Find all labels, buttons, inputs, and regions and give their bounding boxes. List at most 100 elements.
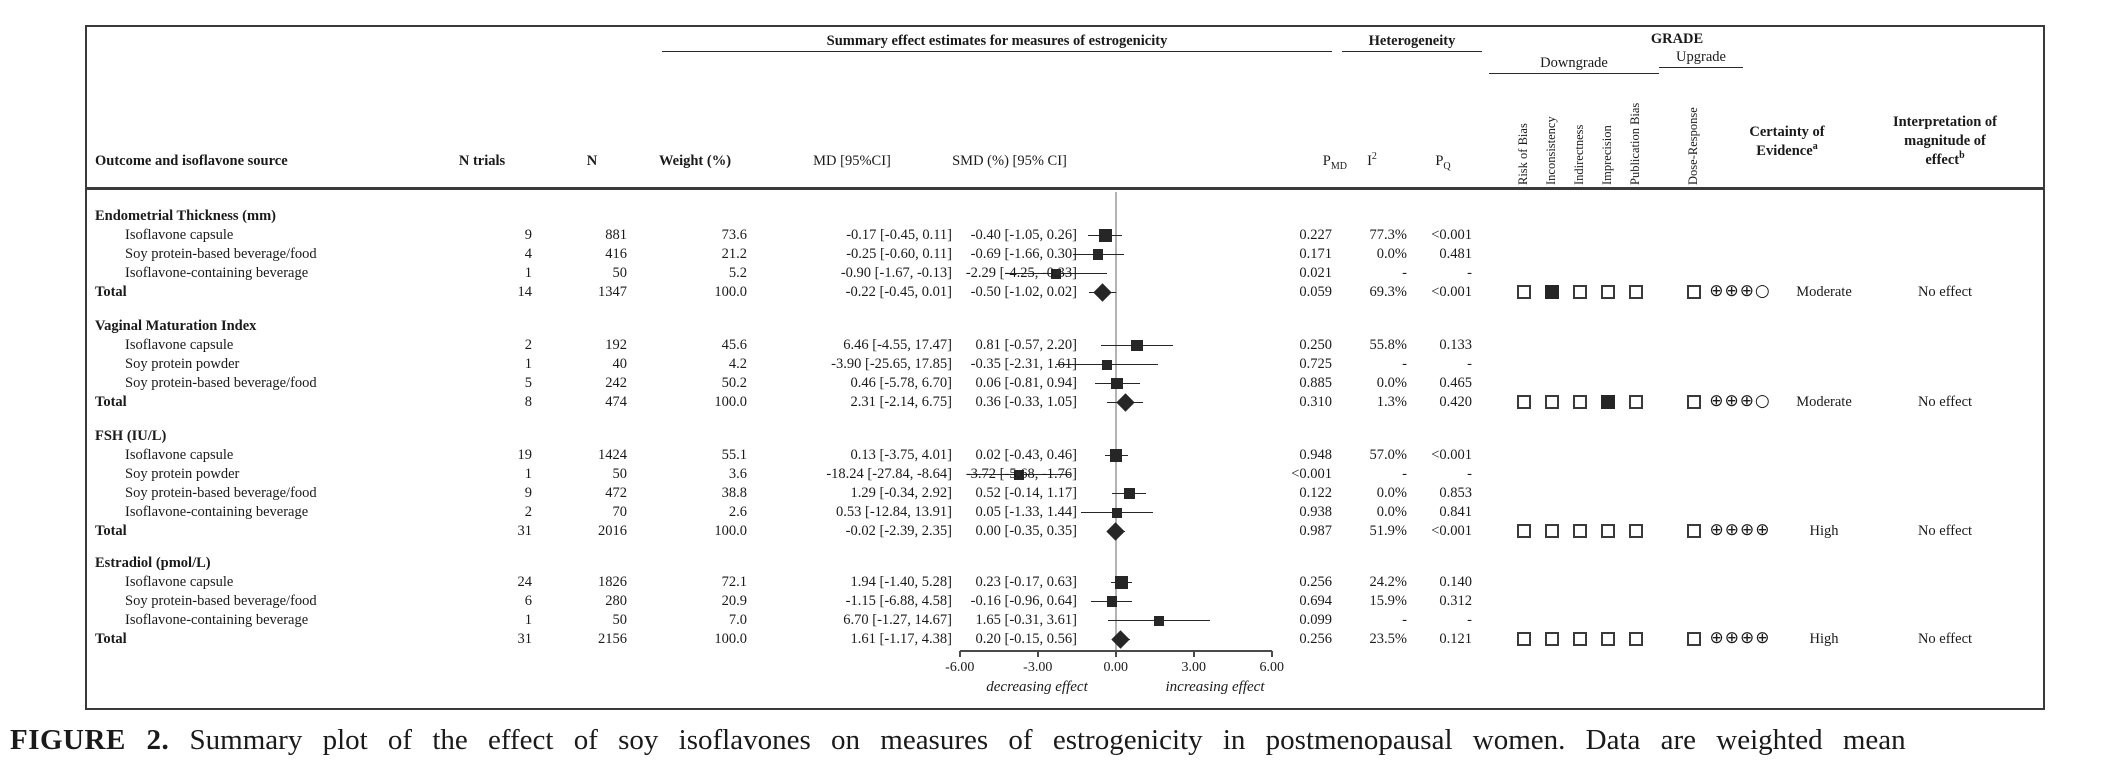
row-n-trials: 31 xyxy=(517,631,533,647)
row-p-md: 0.885 xyxy=(1299,375,1332,391)
row-p-md: 0.310 xyxy=(1299,394,1332,410)
summary-table-frame: Summary effect estimates for measures of… xyxy=(85,25,2045,710)
row-label: Isoflavone-containing beverage xyxy=(125,265,309,281)
row-n: 416 xyxy=(605,246,627,262)
x-axis-line xyxy=(960,650,1272,652)
downgrade-header: Downgrade xyxy=(1489,55,1659,74)
row-p-md: 0.099 xyxy=(1299,612,1332,628)
row-n: 474 xyxy=(605,394,627,410)
x-axis-tick xyxy=(1115,651,1117,657)
study-square-marker xyxy=(1115,576,1129,589)
row-n: 50 xyxy=(612,265,628,281)
x-axis-tick xyxy=(1271,651,1273,657)
row-p-md: 0.725 xyxy=(1299,356,1332,372)
row-md: -0.02 [-2.39, 2.35] xyxy=(845,523,952,539)
row-n: 242 xyxy=(605,375,627,391)
row-n: 280 xyxy=(605,593,627,609)
md-column-header: MD [95%CI] xyxy=(813,153,891,169)
row-label: Soy protein powder xyxy=(125,466,240,482)
row-smd: 0.36 [-0.33, 1.05] xyxy=(975,394,1078,410)
row-i-squared: 0.0% xyxy=(1376,246,1407,262)
row-n: 50 xyxy=(612,466,628,482)
certainty-rating: Moderate xyxy=(1796,284,1852,300)
p-md-column-header: PMD xyxy=(1322,153,1347,172)
certainty-symbols: ⊕⊕⊕⊕ xyxy=(1709,520,1771,540)
row-label: Total xyxy=(95,523,127,539)
row-label: Isoflavone capsule xyxy=(125,447,234,463)
grade-downgrade-checkbox xyxy=(1629,524,1643,538)
row-p-q: - xyxy=(1467,612,1472,628)
row-n: 472 xyxy=(605,485,627,501)
row-p-q: - xyxy=(1467,265,1472,281)
downgrade-item-label: Publication Bias xyxy=(1628,102,1642,185)
study-square-marker xyxy=(1101,359,1112,370)
row-md: 2.31 [-2.14, 6.75] xyxy=(850,394,953,410)
row-p-q: 0.133 xyxy=(1439,337,1472,353)
row-n: 881 xyxy=(605,227,627,243)
study-square-marker xyxy=(1106,596,1117,607)
row-p-md: 0.171 xyxy=(1299,246,1332,262)
row-label: Soy protein-based beverage/food xyxy=(125,246,317,262)
row-p-md: 0.694 xyxy=(1299,593,1332,609)
row-n: 50 xyxy=(612,612,628,628)
row-p-q: <0.001 xyxy=(1431,523,1472,539)
row-smd: -2.29 [-4.25, -0.33] xyxy=(965,265,1077,281)
n-trials-column-header: N trials xyxy=(458,153,506,169)
row-n-trials: 24 xyxy=(517,574,533,590)
certainty-symbols: ⊕⊕⊕○ xyxy=(1709,391,1771,411)
row-weight: 73.6 xyxy=(721,227,747,243)
row-md: 6.46 [-4.55, 17.47] xyxy=(843,337,952,353)
grade-downgrade-checkbox xyxy=(1517,632,1531,646)
row-label: Total xyxy=(95,284,127,300)
row-md: -1.15 [-6.88, 4.58] xyxy=(845,593,952,609)
row-p-q: 0.465 xyxy=(1439,375,1472,391)
outcome-column-header: Outcome and isoflavone source xyxy=(95,153,288,169)
table-row: Soy protein-based beverage/food 5 242 50.2 0… xyxy=(87,374,2043,393)
x-axis-tick xyxy=(959,651,961,657)
row-md: 1.61 [-1.17, 4.38] xyxy=(850,631,953,647)
row-n-trials: 31 xyxy=(517,523,533,539)
x-axis-tick xyxy=(1037,651,1039,657)
grade-downgrade-checkbox xyxy=(1629,285,1643,299)
row-weight: 72.1 xyxy=(721,574,747,590)
row-n-trials: 4 xyxy=(524,246,532,262)
summary-effect-header: Summary effect estimates for measures of… xyxy=(662,33,1332,52)
row-weight: 100.0 xyxy=(714,631,747,647)
row-p-q: - xyxy=(1467,466,1472,482)
row-md: -18.24 [-27.84, -8.64] xyxy=(826,466,952,482)
study-square-marker xyxy=(1112,507,1123,518)
row-smd: 0.52 [-0.14, 1.17] xyxy=(975,485,1078,501)
x-axis-tick-label: 3.00 xyxy=(1181,660,1207,675)
row-n: 40 xyxy=(612,356,628,372)
i-squared-column-header: I2 xyxy=(1367,151,1377,169)
row-i-squared: - xyxy=(1402,265,1407,281)
row-label: Soy protein-based beverage/food xyxy=(125,593,317,609)
row-label: Soy protein-based beverage/food xyxy=(125,485,317,501)
row-n-trials: 2 xyxy=(524,504,532,520)
row-weight: 5.2 xyxy=(728,265,747,281)
row-label: Isoflavone-containing beverage xyxy=(125,504,309,520)
table-row: Isoflavone capsule 2 192 45.6 6.46 [-4.55, 1… xyxy=(87,336,2043,355)
heterogeneity-header: Heterogeneity xyxy=(1342,33,1482,52)
study-square-marker xyxy=(1111,377,1124,390)
table-row: Soy protein powder 1 40 4.2 -3.90 [-25.65, 1… xyxy=(87,355,2043,374)
row-n: 2156 xyxy=(598,631,627,647)
row-p-md: <0.001 xyxy=(1291,466,1332,482)
certainty-rating: High xyxy=(1809,523,1839,539)
interpretation-column-header: Interpretation of magnitude of effectb xyxy=(1892,114,1998,168)
row-md: 1.29 [-0.34, 2.92] xyxy=(850,485,953,501)
row-label: Soy protein powder xyxy=(125,356,240,372)
grade-downgrade-checkbox xyxy=(1517,395,1531,409)
row-n-trials: 1 xyxy=(524,265,532,281)
x-axis-tick-label: -3.00 xyxy=(1023,660,1053,675)
section-title: FSH (IU/L) xyxy=(95,428,167,444)
grade-downgrade-checkbox xyxy=(1573,524,1587,538)
row-label: Isoflavone capsule xyxy=(125,574,234,590)
figure-caption: FIGURE 2. Summary plot of the effect of … xyxy=(10,724,2102,757)
row-p-q: 0.481 xyxy=(1439,246,1472,262)
study-square-marker xyxy=(1051,268,1062,279)
grade-upgrade-checkbox xyxy=(1687,395,1701,409)
row-weight: 100.0 xyxy=(714,523,747,539)
row-p-md: 0.227 xyxy=(1299,227,1332,243)
row-p-md: 0.250 xyxy=(1299,337,1332,353)
